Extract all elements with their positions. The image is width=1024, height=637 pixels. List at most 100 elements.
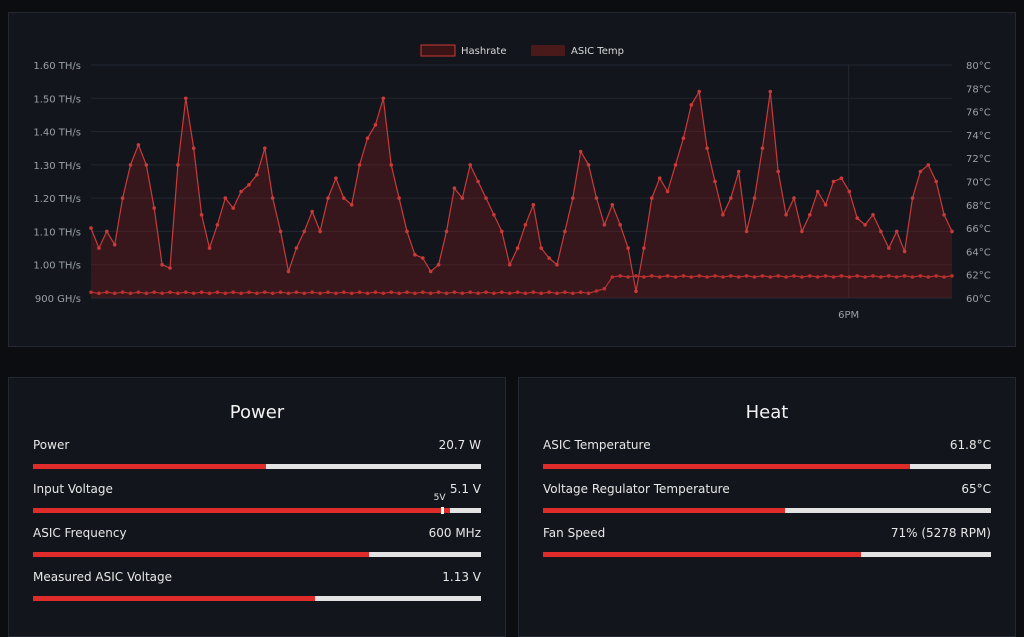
asic-temp-point xyxy=(484,290,488,295)
hashrate-point xyxy=(586,163,591,167)
asic-temp-point xyxy=(231,290,235,295)
hashrate-point xyxy=(452,186,457,190)
hashrate-point xyxy=(239,189,243,194)
hashrate-point xyxy=(286,269,291,274)
y-right-tick-label: 78°C xyxy=(966,84,991,95)
asic-temp-point xyxy=(263,290,267,295)
hashrate-point xyxy=(357,163,362,167)
asic-temp-point xyxy=(199,290,204,295)
asic-temp-point xyxy=(428,291,433,296)
metric-value: 5.1 V xyxy=(449,482,481,496)
asic-temp-point xyxy=(768,275,773,279)
progress-fill xyxy=(543,508,785,513)
hashrate-point xyxy=(689,103,694,107)
asic-temp-point xyxy=(389,290,394,295)
asic-temp-point xyxy=(784,275,788,279)
asic-temp-point xyxy=(792,274,796,278)
hashrate-point xyxy=(618,223,622,227)
asic-temp-point xyxy=(539,291,543,296)
progress-bar xyxy=(33,552,481,557)
y-left-tick-label: 1.20 TH/s xyxy=(33,194,81,205)
hashrate-point xyxy=(460,196,465,200)
asic-temp-point xyxy=(855,274,859,278)
hashrate-point xyxy=(831,179,836,184)
metric-value: 61.8°C xyxy=(949,438,991,452)
heat-panel: Heat ASIC Temperature 61.8°C Voltage Reg… xyxy=(518,377,1016,637)
y-right-tick-label: 68°C xyxy=(966,201,991,212)
hashrate-point xyxy=(89,226,93,230)
metric-power: Power 20.7 W xyxy=(33,438,481,478)
asic-temp-point xyxy=(934,274,938,278)
asic-temp-point xyxy=(926,275,931,279)
progress-bar xyxy=(33,596,481,601)
legend-swatch xyxy=(531,45,565,56)
y-left-tick-label: 1.50 TH/s xyxy=(33,94,81,105)
legend-swatch xyxy=(420,44,456,57)
hashrate-point xyxy=(713,179,717,184)
hashrate-point xyxy=(168,266,172,270)
hashrate-point xyxy=(152,206,156,210)
hashrate-point xyxy=(128,163,133,167)
hashrate-point xyxy=(531,203,536,207)
asic-temp-point xyxy=(476,291,480,296)
hashrate-point xyxy=(120,196,125,200)
progress-fill xyxy=(543,552,862,557)
hashrate-point xyxy=(255,173,259,177)
asic-temp-point xyxy=(887,274,891,278)
asic-temp-point xyxy=(294,290,299,295)
asic-temp-point xyxy=(405,290,409,295)
asic-temp-point xyxy=(523,291,528,296)
metric-value: 71% (5278 RPM) xyxy=(890,526,991,540)
asic-temp-point xyxy=(808,274,812,278)
hashrate-point xyxy=(223,196,228,200)
hashrate-point xyxy=(871,213,875,217)
asic-temp-point xyxy=(191,291,196,296)
asic-temp-point xyxy=(120,290,125,295)
heat-title: Heat xyxy=(745,402,789,423)
hashrate-point xyxy=(373,123,378,127)
progress-bar xyxy=(543,552,991,557)
hashrate-point xyxy=(744,229,749,234)
hashrate-point xyxy=(602,223,607,227)
hashrate-line xyxy=(90,89,953,292)
asic-temp-point xyxy=(823,274,828,278)
progress-fill xyxy=(33,552,369,557)
progress-bar xyxy=(33,464,481,469)
asic-temp-point xyxy=(255,291,259,296)
hashrate-point xyxy=(681,136,686,140)
power-title: Power xyxy=(229,402,285,423)
asic-temp-point xyxy=(421,290,425,295)
hashrate-point xyxy=(626,246,630,250)
asic-temp-point xyxy=(602,286,607,291)
hashrate-point xyxy=(444,229,449,234)
asic-temp-point xyxy=(342,290,346,295)
metric-asic-temperature: ASIC Temperature 61.8°C xyxy=(543,438,991,478)
hashrate-point xyxy=(523,223,528,227)
progress-fill xyxy=(543,464,911,469)
asic-temp-point xyxy=(831,275,836,279)
hashrate-point xyxy=(910,196,915,200)
y-right-tick-label: 64°C xyxy=(966,247,991,258)
asic-temp-point xyxy=(128,291,133,296)
asic-temp-point xyxy=(168,290,172,295)
asic-temp-point xyxy=(468,290,473,295)
metric-input-voltage: Input Voltage 5.1 V 5V xyxy=(33,482,481,522)
hashrate-point xyxy=(792,196,796,200)
hashrate-point xyxy=(863,223,867,227)
asic-temp-point xyxy=(594,289,599,293)
y-left-tick-label: 1.10 TH/s xyxy=(33,227,81,238)
hashrate-point xyxy=(215,223,220,227)
y-left-tick-label: 1.60 TH/s xyxy=(33,61,81,72)
hashrate-point xyxy=(879,229,883,234)
metric-label: ASIC Frequency xyxy=(33,526,127,540)
metric-fan-speed: Fan Speed 71% (5278 RPM) xyxy=(543,526,991,566)
metric-value: 20.7 W xyxy=(438,438,481,452)
progress-bar: 5V xyxy=(33,493,481,514)
hashrate-point xyxy=(902,249,907,254)
hashrate-point xyxy=(231,206,235,210)
hashrate-point xyxy=(555,262,559,267)
asic-temp-point xyxy=(815,275,820,279)
marker-label: 5V xyxy=(433,493,446,503)
y-right-tick-label: 60°C xyxy=(966,294,991,305)
asic-temp-point xyxy=(673,275,678,279)
